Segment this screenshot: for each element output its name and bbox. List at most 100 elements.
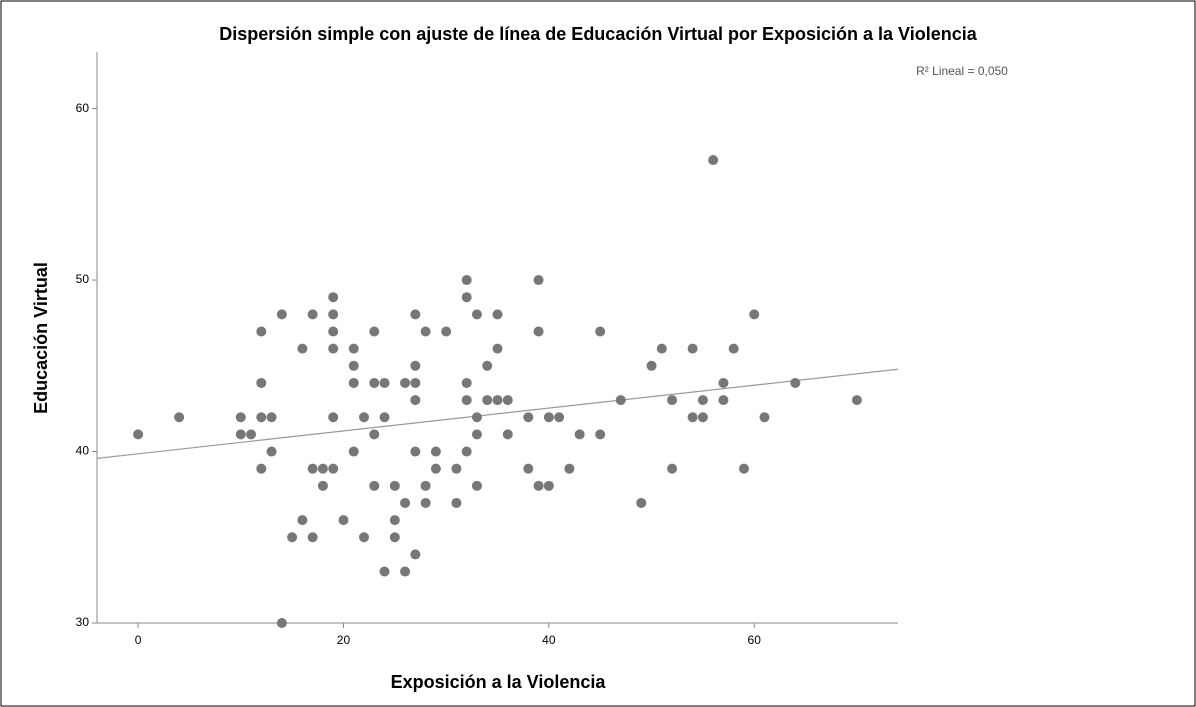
point [328, 412, 339, 423]
point [451, 497, 462, 508]
point [276, 618, 287, 628]
point [410, 549, 421, 560]
point [400, 566, 411, 577]
x-axis-label: Exposición a la Violencia [391, 672, 607, 692]
point [667, 395, 678, 406]
point [266, 446, 277, 457]
point [502, 395, 513, 406]
point [389, 515, 400, 526]
point [379, 377, 390, 388]
point [667, 463, 678, 474]
point [420, 326, 431, 337]
point [307, 532, 318, 543]
x-tick-label: 40 [542, 633, 556, 647]
point [708, 155, 719, 166]
point [328, 326, 339, 337]
point [687, 412, 698, 423]
y-axis-label: Educación Virtual [31, 262, 51, 414]
point [451, 463, 462, 474]
y-tick-label: 60 [76, 101, 90, 115]
point [492, 395, 503, 406]
point [400, 497, 411, 508]
point [471, 412, 482, 423]
point [235, 412, 246, 423]
point [471, 429, 482, 440]
point [656, 343, 667, 354]
point [359, 412, 369, 423]
point [523, 463, 534, 474]
y-tick-label: 40 [76, 444, 90, 458]
point [533, 326, 544, 337]
point [317, 480, 328, 491]
point [502, 429, 513, 440]
point [738, 463, 749, 474]
point [646, 360, 657, 371]
point [389, 480, 400, 491]
point [133, 429, 144, 440]
point [369, 326, 380, 337]
point [574, 429, 585, 440]
point [256, 463, 267, 474]
point [328, 343, 339, 354]
point [718, 395, 729, 406]
point [256, 326, 267, 337]
point [615, 395, 626, 406]
point [564, 463, 575, 474]
point [471, 480, 482, 491]
annotation: R² Lineal = 0,050 [916, 64, 1008, 78]
point [328, 309, 339, 320]
point [749, 309, 760, 320]
point [697, 412, 708, 423]
point [543, 480, 554, 491]
y-tick-label: 50 [76, 272, 90, 286]
point [533, 275, 544, 286]
point [461, 275, 472, 286]
point [461, 395, 472, 406]
point [307, 463, 318, 474]
point [348, 446, 359, 457]
point [369, 429, 380, 440]
point [441, 326, 452, 337]
point [348, 360, 359, 371]
point [256, 377, 267, 388]
point [410, 395, 421, 406]
x-tick-label: 0 [135, 633, 142, 647]
point [410, 309, 421, 320]
point [328, 292, 339, 303]
point [430, 446, 441, 457]
point [410, 377, 421, 388]
point [420, 497, 431, 508]
point [348, 343, 359, 354]
point [595, 429, 606, 440]
point [256, 412, 267, 423]
y-tick-label: 30 [76, 615, 90, 629]
point [718, 377, 729, 388]
point [348, 377, 359, 388]
point [410, 446, 421, 457]
point [687, 343, 698, 354]
point [759, 412, 770, 423]
point [430, 463, 441, 474]
point [482, 395, 493, 406]
point [297, 515, 308, 526]
point [379, 566, 390, 577]
point [461, 377, 472, 388]
point [492, 343, 503, 354]
fit-line [96, 368, 899, 459]
point [287, 532, 298, 543]
chart-title: Dispersión simple con ajuste de línea de… [219, 24, 978, 44]
point [266, 412, 277, 423]
point [492, 309, 503, 320]
point [410, 360, 421, 371]
point [482, 360, 493, 371]
point [554, 412, 565, 423]
point [790, 377, 801, 388]
point [461, 446, 472, 457]
point [533, 480, 544, 491]
point [420, 480, 431, 491]
point [369, 480, 380, 491]
point [697, 395, 708, 406]
point [297, 343, 308, 354]
